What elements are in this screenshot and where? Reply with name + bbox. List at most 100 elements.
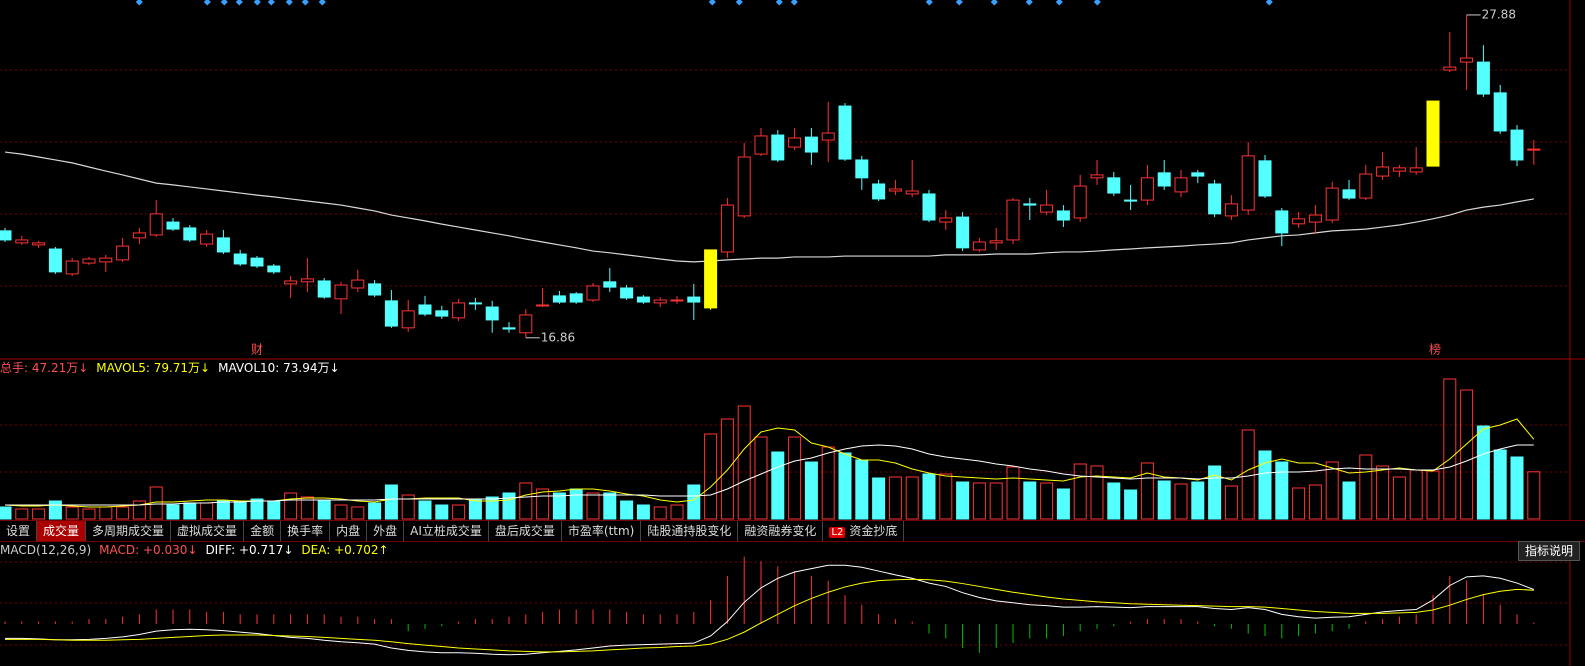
event-marker [990, 0, 998, 6]
candle-body [737, 156, 751, 217]
tab[interactable]: 多周期成交量 [86, 521, 172, 541]
volume-bar [1124, 489, 1138, 520]
candle-body [452, 302, 466, 319]
candle-body [1124, 199, 1138, 202]
candle-body [200, 233, 214, 245]
candle-body [972, 241, 986, 251]
tab-label: 设置 [6, 524, 31, 538]
tab[interactable]: 金额 [244, 521, 282, 541]
volume-bar [1308, 484, 1322, 520]
candle-body [351, 279, 365, 289]
volume-bar [1073, 463, 1087, 520]
volume-bar [821, 446, 835, 520]
tab[interactable]: AI立桩成交量 [404, 521, 489, 541]
tab[interactable]: 成交量 [37, 521, 87, 541]
volume-bar [216, 500, 230, 520]
candle-body [15, 239, 29, 244]
volume-bar [368, 502, 382, 520]
candle-body [855, 159, 869, 179]
help-button[interactable]: 指标说明 [1517, 541, 1580, 561]
candle-body [956, 216, 970, 249]
volume-bar [1090, 465, 1104, 520]
tab[interactable]: 盘后成交量 [489, 521, 562, 541]
indicator-readout: 总手: 47.21万↓ [0, 361, 89, 375]
indicator-readout: MAVOL10: 73.94万↓ [218, 361, 340, 375]
volume-bar [1107, 482, 1121, 520]
volume-bar [1191, 481, 1205, 520]
tab-badge: L2 [829, 527, 846, 538]
volume-bar [82, 508, 96, 520]
tab[interactable]: 外盘 [367, 521, 405, 541]
candle-body [418, 304, 432, 315]
volume-bar [636, 504, 650, 520]
candle-body [888, 188, 902, 192]
volume-bar [65, 506, 79, 520]
candle-body [1241, 155, 1255, 211]
tab-label: 市盈率(ttm) [567, 524, 635, 538]
tab[interactable]: 内盘 [330, 521, 368, 541]
candle-body [670, 299, 684, 302]
candle-body [1258, 160, 1272, 197]
candle-body [233, 253, 247, 265]
volume-bar [468, 498, 482, 520]
candle-body [1308, 214, 1322, 223]
tab[interactable]: 陆股通持股变化 [641, 521, 739, 541]
event-marker [735, 0, 743, 6]
candle-body [1426, 100, 1440, 167]
tab-label: 换手率 [287, 524, 324, 538]
volume-bar [720, 418, 734, 520]
volume-bar [1476, 425, 1490, 520]
tab-label: 陆股通持股变化 [647, 524, 732, 538]
candle-body [1040, 204, 1054, 213]
event-marker [220, 0, 228, 6]
volume-bar [670, 504, 684, 520]
volume-bar [1140, 462, 1154, 520]
volume-bar [384, 484, 398, 520]
tab[interactable]: L2 资金抄底 [823, 521, 905, 541]
indicator-readout: MACD(12,26,9) [0, 543, 92, 557]
candle-body [1157, 172, 1171, 187]
candle-body [989, 240, 1003, 244]
tab[interactable]: 换手率 [281, 521, 331, 541]
event-marker [955, 0, 963, 6]
volume-bar [804, 461, 818, 520]
candle-body [1476, 61, 1490, 95]
candle-body [1443, 66, 1457, 71]
volume-bar [754, 436, 768, 520]
tab[interactable]: 虚拟成交量 [171, 521, 245, 541]
min-label: 16.86 [541, 330, 575, 344]
tab-label: 成交量 [43, 524, 80, 538]
candle-body [1292, 218, 1306, 225]
volume-bar [1376, 465, 1390, 520]
candle-body [603, 281, 617, 288]
candle-body [1174, 177, 1188, 193]
tab[interactable]: 融资融券变化 [738, 521, 824, 541]
volume-bar [1292, 487, 1306, 520]
candle-body [586, 285, 600, 301]
tab[interactable]: 市盈率(ttm) [562, 521, 642, 541]
volume-bar [1527, 471, 1541, 520]
event-marker [285, 0, 293, 6]
volume-bar [132, 500, 146, 520]
tab-label: AI立桩成交量 [410, 524, 482, 538]
candle-body [183, 227, 197, 241]
candle-body [32, 242, 46, 246]
tab[interactable]: 设置 [0, 521, 38, 541]
tab-label: 内盘 [336, 524, 361, 538]
candle-body [1493, 92, 1507, 132]
volume-bar [485, 496, 499, 520]
candle-body [99, 257, 113, 263]
event-label: 榜 [1429, 342, 1441, 357]
candle-body [216, 237, 230, 253]
event-marker [135, 0, 143, 6]
volume-bar [1040, 482, 1054, 520]
volume-bar [317, 500, 331, 520]
candle-body [620, 287, 634, 299]
moving-average [4, 151, 1534, 263]
volume-bar [1208, 465, 1222, 520]
candle-body [754, 135, 768, 155]
volume-bar [653, 506, 667, 520]
volume-bar [855, 459, 869, 520]
volume-ma [5, 444, 1534, 506]
